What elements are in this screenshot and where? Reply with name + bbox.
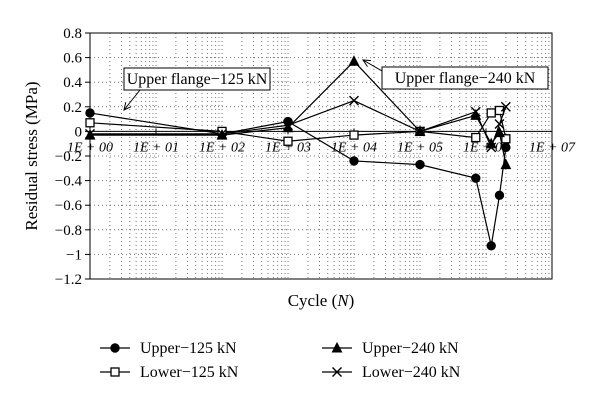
annotation-2: Upper flange−240 kN — [362, 59, 549, 90]
legend: Upper−125 kN Lower−125 kN Upper−240 kN Lowe… — [100, 340, 461, 381]
x-tick-label: 1E + 01 — [133, 140, 179, 155]
legend-item: Upper−125 kN — [100, 340, 237, 357]
x-tick-label: 1E + 05 — [397, 140, 443, 155]
y-axis-ticks: 0.8 0.6 0.4 0.2 0 −0.2 −0.4 −0.6 −0.8 −1 −1.2 — [55, 26, 90, 288]
y-axis-title: Residual stress (MPa) — [22, 81, 41, 230]
x-tick-label: 1E + 07 — [529, 140, 576, 155]
data-point — [85, 128, 95, 139]
data-point — [348, 55, 360, 66]
legend-item: Lower−240 kN — [322, 364, 461, 381]
series-4 — [85, 95, 511, 153]
y-tick-label: −0.8 — [55, 223, 82, 239]
legend-item: Upper−240 kN — [322, 340, 459, 357]
x-axis-title: Cycle (N) — [288, 291, 355, 310]
annotation-arrow — [123, 89, 141, 111]
data-point — [494, 119, 505, 130]
annotation-box — [123, 67, 271, 91]
legend-item: Lower−125 kN — [100, 364, 239, 381]
y-tick-label: 0.6 — [63, 51, 82, 67]
data-point — [501, 134, 511, 144]
data-point — [500, 158, 512, 170]
y-tick-label: 0 — [75, 124, 83, 140]
data-point — [349, 130, 359, 140]
y-tick-label: 0.2 — [63, 100, 82, 116]
data-point — [85, 118, 95, 128]
data-point — [415, 126, 425, 137]
legend-marker — [110, 367, 120, 377]
x-axis-variable: N — [336, 291, 350, 310]
y-tick-label: −1.2 — [55, 272, 82, 288]
annotation-label: Upper flange−240 kN — [395, 70, 536, 87]
data-point — [85, 108, 95, 118]
legend-label: Upper−240 kN — [362, 340, 459, 357]
y-tick-label: 0.4 — [63, 75, 82, 91]
y-tick-label: −0.2 — [55, 149, 82, 165]
series-line — [89, 112, 507, 246]
series-group — [84, 55, 512, 251]
legend-marker — [110, 343, 120, 353]
data-point — [415, 159, 425, 170]
data-point — [349, 156, 359, 166]
data-point — [349, 95, 359, 106]
y-tick-label: 0.8 — [63, 26, 82, 42]
data-point — [217, 128, 227, 139]
data-point — [283, 120, 293, 131]
legend-marker — [331, 341, 343, 353]
x-tick-label: 1E + 02 — [199, 140, 245, 155]
x-tick-label: 1E + 00 — [67, 140, 113, 155]
y-tick-label: −0.4 — [55, 174, 83, 190]
annotation-arrowhead — [123, 102, 132, 111]
annotation-1: Upper flange−125 kN — [123, 67, 271, 111]
annotation-arrowhead — [362, 59, 372, 67]
legend-label: Upper−125 kN — [140, 340, 237, 357]
data-point — [494, 190, 505, 201]
annotations: Upper flange−125 kN Upper flange−240 kN — [123, 59, 549, 111]
legend-marker — [332, 367, 342, 377]
data-point — [471, 132, 481, 143]
data-point — [283, 136, 293, 146]
data-point — [500, 101, 511, 112]
data-point — [494, 105, 505, 116]
data-point — [486, 108, 496, 118]
legend-label: Lower−125 kN — [140, 364, 239, 381]
data-point — [486, 241, 496, 251]
data-point — [486, 142, 497, 153]
series-line — [89, 109, 507, 142]
annotation-box — [381, 66, 549, 90]
data-point — [470, 106, 481, 117]
x-tick-label: 1E + 03 — [265, 140, 311, 155]
annotation-arrow — [362, 59, 383, 72]
data-point — [471, 173, 481, 183]
annotation-label: Upper flange−125 kN — [127, 71, 268, 88]
y-tick-label: −1 — [66, 247, 82, 263]
legend-label: Lower−240 kN — [362, 364, 461, 381]
x-tick-label: 1E + 04 — [331, 140, 377, 155]
y-tick-label: −0.6 — [55, 198, 83, 214]
